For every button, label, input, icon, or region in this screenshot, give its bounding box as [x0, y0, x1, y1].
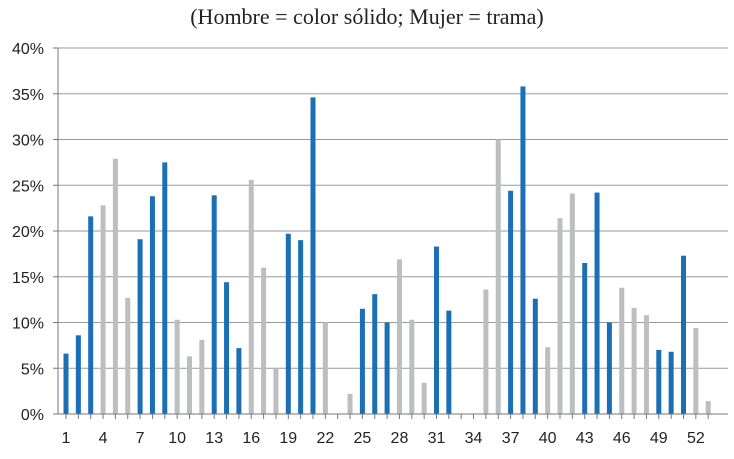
x-tick-label: 25	[354, 430, 372, 447]
x-tick-label: 49	[650, 430, 668, 447]
y-tick-label: 25%	[12, 178, 44, 195]
y-tick-label: 40%	[12, 41, 44, 58]
x-tick-label: 1	[62, 430, 71, 447]
y-tick-label: 5%	[21, 361, 44, 378]
x-tick-label: 19	[279, 430, 297, 447]
bar-42-mujer	[569, 193, 575, 414]
bar-26-hombre	[372, 294, 378, 414]
x-tick-label: 46	[613, 430, 631, 447]
bar-37-hombre	[508, 190, 514, 414]
bar-21-hombre	[310, 97, 316, 414]
bar-53-mujer	[705, 401, 711, 414]
x-tick-label: 37	[502, 430, 520, 447]
bar-30-mujer	[421, 382, 427, 414]
chart-title: (Hombre = color sólido; Mujer = trama)	[190, 4, 544, 29]
y-axis-ticks: 0% 5% 10% 15% 20% 25% 30% 35% 40%	[12, 41, 44, 424]
y-tick-label: 20%	[12, 224, 44, 241]
bar-47-mujer	[631, 307, 637, 414]
bar-20-hombre	[298, 240, 304, 414]
bar-16-mujer	[248, 179, 254, 414]
bar-24-mujer	[347, 393, 353, 414]
bar-27-hombre	[384, 322, 390, 414]
y-tick-label: 10%	[12, 316, 44, 333]
bar-18-mujer	[273, 368, 279, 414]
bars	[63, 86, 711, 415]
bar-35-mujer	[483, 289, 489, 414]
y-tick-label: 30%	[12, 133, 44, 150]
bar-38-hombre	[520, 86, 526, 415]
bar-5-mujer	[112, 158, 118, 414]
bar-50-hombre	[668, 351, 674, 414]
x-tick-label: 22	[316, 430, 334, 447]
x-tick-label: 31	[428, 430, 446, 447]
bar-8-hombre	[149, 196, 155, 414]
bar-11-mujer	[187, 356, 192, 414]
bar-7-hombre	[137, 239, 143, 414]
x-tick-label: 13	[205, 430, 223, 447]
bar-40-mujer	[545, 347, 551, 414]
bar-41-mujer	[557, 218, 563, 414]
bar-17-mujer	[261, 267, 267, 414]
bar-39-hombre	[532, 298, 538, 414]
gridlines	[58, 47, 728, 369]
bar-3-hombre	[88, 216, 94, 414]
bar-12-mujer	[199, 339, 205, 414]
bar-25-hombre	[359, 308, 365, 414]
bar-48-mujer	[643, 315, 649, 414]
x-tick-label: 43	[576, 430, 594, 447]
x-axis-ticks: 1 4 7 10 13 16 19 22 25 28 31 34 37 40 43 46 49 52	[62, 430, 705, 447]
y-tick-label: 35%	[12, 87, 44, 104]
x-tick-label: 4	[99, 430, 108, 447]
bar-1-hombre	[63, 353, 69, 414]
bar-51-hombre	[681, 255, 686, 414]
bar-13-hombre	[211, 195, 217, 414]
y-tick-label: 15%	[12, 270, 44, 287]
x-tick-label: 16	[242, 430, 260, 447]
bar-32-hombre	[446, 310, 452, 414]
bar-52-mujer	[693, 327, 699, 414]
x-tick-label: 40	[539, 430, 557, 447]
bar-29-mujer	[409, 319, 415, 414]
bar-2-hombre	[75, 335, 81, 414]
axes	[53, 47, 728, 419]
bar-14-hombre	[224, 282, 230, 414]
bar-44-hombre	[594, 192, 600, 414]
bar-4-mujer	[100, 205, 106, 414]
bar-19-hombre	[285, 233, 291, 414]
bar-28-mujer	[396, 259, 402, 414]
bar-46-mujer	[619, 287, 625, 414]
bar-9-hombre	[162, 162, 168, 414]
bar-10-mujer	[174, 319, 180, 414]
bar-15-hombre	[236, 348, 242, 414]
bar-45-hombre	[606, 322, 612, 414]
x-tick-label: 52	[687, 430, 705, 447]
bar-36-mujer	[495, 139, 501, 414]
x-tick-label: 34	[465, 430, 483, 447]
bar-6-mujer	[125, 297, 131, 414]
x-tick-label: 10	[168, 430, 186, 447]
bar-43-hombre	[582, 263, 588, 414]
bar-31-hombre	[434, 246, 439, 414]
x-tick-label: 7	[136, 430, 145, 447]
bar-22-mujer	[322, 322, 328, 414]
bar-49-hombre	[656, 349, 662, 414]
y-tick-label: 0%	[21, 407, 44, 424]
x-tick-label: 28	[391, 430, 409, 447]
